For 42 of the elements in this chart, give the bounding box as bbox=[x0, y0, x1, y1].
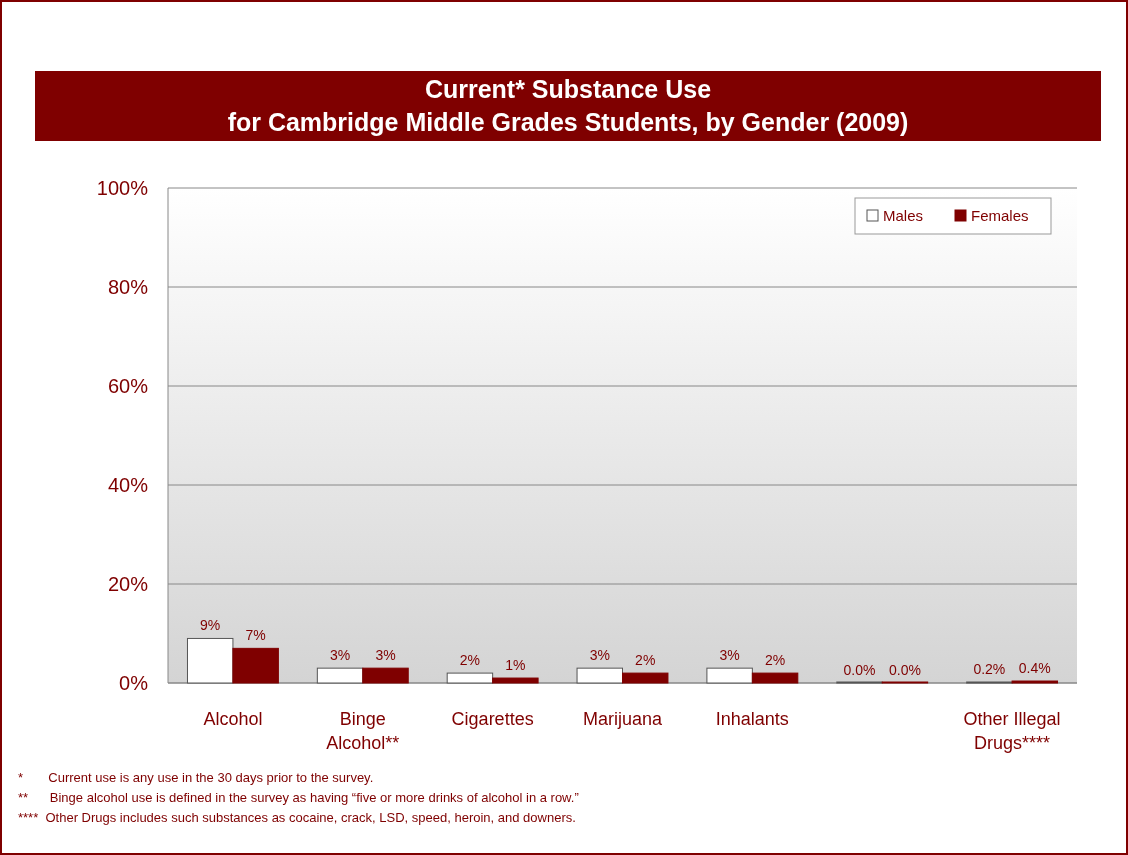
bar bbox=[186, 637, 234, 684]
bar bbox=[622, 672, 669, 684]
text: ** Binge alcohol use is defined in the survey as having “five or more drinks of alcohol in a row.” bbox=[18, 790, 579, 805]
legend-label: Males bbox=[883, 207, 924, 224]
data-label: 3% bbox=[375, 647, 396, 664]
bar bbox=[706, 667, 753, 684]
bar bbox=[232, 647, 279, 684]
legend-label: Females bbox=[971, 207, 1029, 224]
chart-title: Current* Substance Use for Cambridge Middle Grades Students, by Gender (2009) bbox=[227, 75, 909, 136]
bar bbox=[316, 667, 364, 684]
y-tick-label: 60% bbox=[107, 375, 149, 397]
bar bbox=[446, 672, 494, 684]
y-tick-label: 100% bbox=[96, 177, 149, 199]
x-tick-label: Cigarettes bbox=[451, 709, 534, 729]
data-label: 2% bbox=[459, 652, 481, 669]
x-tick-label: Other Illegal Drugs**** bbox=[963, 709, 1061, 753]
x-tick-label: Alcohol bbox=[203, 709, 263, 729]
data-label: 0.2% bbox=[973, 661, 1006, 678]
data-label: 1% bbox=[505, 657, 526, 674]
bar bbox=[492, 677, 539, 684]
data-label: 0.0% bbox=[888, 662, 921, 678]
bar bbox=[751, 672, 799, 684]
data-label: 0.0% bbox=[843, 662, 876, 678]
data-label: 3% bbox=[589, 647, 610, 664]
y-tick-label: 80% bbox=[107, 276, 149, 298]
text: * Current use is any use in the 30 days prior to the survey. bbox=[18, 770, 374, 785]
data-label: 7% bbox=[245, 627, 266, 644]
x-tick-label: Inhalants bbox=[715, 709, 789, 729]
data-label: 2% bbox=[635, 652, 656, 669]
bar bbox=[362, 667, 409, 684]
data-label: 2% bbox=[764, 652, 786, 669]
bar bbox=[576, 667, 623, 684]
y-tick-label: 40% bbox=[107, 474, 149, 496]
data-label: 9% bbox=[200, 617, 221, 634]
y-tick-label: 20% bbox=[107, 573, 149, 595]
data-label: 0.4% bbox=[1018, 660, 1051, 677]
data-label: 3% bbox=[329, 647, 351, 664]
y-tick-label: 0% bbox=[119, 672, 149, 694]
text: **** Other Drugs includes such substances as cocaine, crack, LSD, speed, heroin, and downers. bbox=[18, 810, 576, 825]
data-label: 3% bbox=[719, 647, 740, 664]
x-tick-label: Marijuana bbox=[582, 709, 664, 729]
x-tick-label: Binge Alcohol** bbox=[326, 709, 400, 753]
